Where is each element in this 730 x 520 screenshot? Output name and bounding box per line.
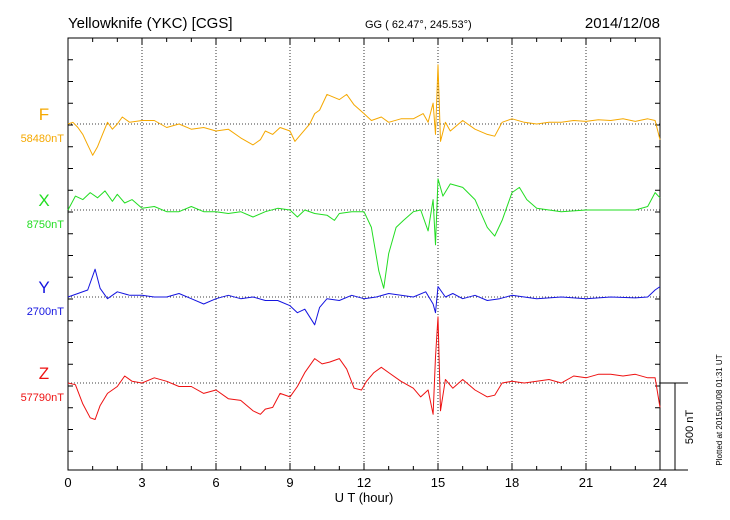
x-axis-label: U T (hour)	[335, 490, 394, 505]
series-name-x: X	[38, 191, 49, 210]
x-tick-label: 0	[64, 475, 71, 490]
x-tick-label: 12	[357, 475, 371, 490]
scale-bar-label: 500 nT	[684, 410, 696, 445]
x-tick-label: 15	[431, 475, 445, 490]
plotted-note: Plotted at 2015/01/08 01:31 UT	[715, 354, 724, 465]
series-baseline-y: 2700nT	[27, 306, 65, 318]
x-tick-label: 24	[653, 475, 667, 490]
series-line-f	[67, 64, 661, 156]
scale-bar: 500 nT	[660, 382, 696, 471]
axis-ticks	[67, 38, 661, 470]
series-name-f: F	[39, 105, 49, 124]
series-baseline-z: 57790nT	[21, 392, 65, 404]
chart-coordinates: GG ( 62.47°, 245.53°)	[365, 19, 472, 31]
x-tick-label: 6	[212, 475, 219, 490]
x-tick-labels: 0 3 6 9 12 15 18 21 24	[64, 475, 667, 490]
series-line-y	[67, 268, 661, 326]
x-tick-label: 3	[138, 475, 145, 490]
series-line-x	[67, 178, 661, 289]
series-name-y: Y	[38, 278, 49, 297]
x-tick-label: 18	[505, 475, 519, 490]
grid-lines	[68, 38, 660, 470]
x-tick-label: 9	[286, 475, 293, 490]
series-name-z: Z	[39, 364, 49, 383]
series-baseline-f: 58480nT	[21, 133, 65, 145]
series-labels: F 58480nT X 8750nT Y 2700nT Z 57790nT	[21, 105, 65, 404]
x-tick-label: 21	[579, 475, 593, 490]
chart-date: 2014/12/08	[585, 15, 660, 32]
chart-title: Yellowknife (YKC) [CGS]	[68, 15, 233, 32]
series-line-z	[67, 316, 661, 420]
series-layer	[67, 64, 661, 420]
series-baseline-x: 8750nT	[27, 219, 65, 231]
